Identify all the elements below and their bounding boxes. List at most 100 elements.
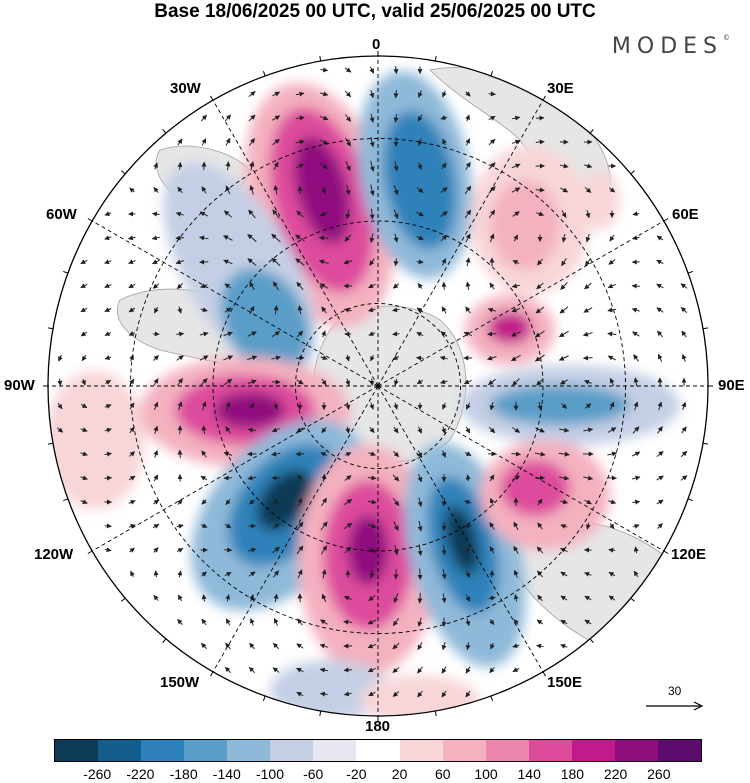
wind-vector bbox=[343, 691, 352, 697]
colorbar-swatch bbox=[442, 740, 486, 761]
colorbar-swatch bbox=[270, 740, 314, 761]
wind-vector bbox=[489, 619, 495, 626]
wind-vector bbox=[393, 426, 399, 434]
wind-vector bbox=[223, 331, 233, 337]
wind-vector bbox=[249, 281, 255, 291]
wind-vector bbox=[249, 499, 255, 505]
wind-vector bbox=[512, 211, 520, 217]
wind-vector bbox=[295, 234, 305, 242]
wind-vector bbox=[488, 91, 496, 97]
wind-vector bbox=[513, 619, 519, 625]
wind-vector bbox=[465, 618, 471, 627]
wind-vector bbox=[368, 594, 376, 602]
edge-tick bbox=[63, 270, 69, 274]
wind-vector bbox=[368, 331, 376, 336]
wind-vector bbox=[392, 618, 400, 627]
wind-vector bbox=[537, 258, 543, 266]
wind-vector bbox=[104, 451, 112, 457]
wind-vector bbox=[225, 185, 231, 195]
wind-vector bbox=[416, 235, 424, 241]
wind-vector bbox=[296, 545, 304, 555]
wind-vector bbox=[584, 282, 592, 290]
wind-vector bbox=[608, 259, 616, 265]
wind-vector bbox=[201, 618, 207, 626]
wind-vector bbox=[201, 401, 207, 411]
wind-vector bbox=[465, 426, 471, 434]
wind-vector bbox=[128, 283, 136, 289]
wind-vector bbox=[558, 355, 569, 361]
edge-tick bbox=[490, 71, 494, 77]
wind-vector bbox=[512, 378, 520, 386]
wind-vector bbox=[369, 233, 375, 244]
wind-vector bbox=[295, 91, 305, 97]
wind-vector bbox=[223, 451, 233, 457]
colorbar-tick-label: -60 bbox=[303, 766, 324, 782]
wind-vector bbox=[417, 90, 423, 98]
wind-vector bbox=[681, 426, 687, 434]
wind-vector bbox=[487, 355, 497, 361]
wind-vector bbox=[463, 379, 472, 385]
wind-vector bbox=[153, 425, 159, 434]
wind-vector bbox=[561, 257, 567, 267]
colorbar-tick-label: 100 bbox=[474, 766, 498, 782]
wind-vector bbox=[104, 523, 112, 529]
meridian-line bbox=[91, 385, 379, 552]
wind-vector bbox=[176, 523, 184, 529]
wind-vector bbox=[152, 523, 160, 529]
wind-vector bbox=[271, 427, 280, 433]
wind-vector bbox=[392, 283, 400, 289]
wind-vector bbox=[657, 330, 663, 338]
wind-vector bbox=[343, 595, 352, 601]
wind-vector bbox=[465, 114, 470, 122]
edge-tick bbox=[630, 597, 635, 602]
wind-vector bbox=[464, 523, 472, 529]
wind-vector bbox=[417, 544, 423, 556]
wind-vector bbox=[367, 619, 377, 625]
wind-vector bbox=[607, 307, 617, 313]
wind-vector bbox=[489, 570, 495, 578]
wind-vector bbox=[559, 306, 569, 314]
wind-vector bbox=[152, 283, 160, 289]
wind-vector bbox=[153, 378, 159, 386]
wind-vector bbox=[656, 307, 664, 313]
wind-vector bbox=[441, 306, 447, 314]
wind-vector bbox=[465, 257, 471, 267]
colorbar-tick-label: -100 bbox=[255, 766, 285, 782]
wind-vector bbox=[297, 497, 303, 507]
wind-vector bbox=[56, 427, 64, 433]
wind-vector bbox=[201, 425, 207, 435]
wind-vector bbox=[558, 330, 569, 338]
wind-vector bbox=[465, 402, 471, 410]
wind-vector bbox=[511, 187, 521, 193]
wind-vector bbox=[584, 571, 592, 577]
wind-vector bbox=[320, 91, 329, 97]
wind-vector bbox=[201, 138, 207, 146]
wind-vector bbox=[608, 595, 616, 601]
edge-tick bbox=[262, 695, 266, 701]
wind-vector bbox=[343, 259, 353, 265]
colorbar-swatch bbox=[399, 740, 443, 761]
wind-vector bbox=[417, 690, 423, 698]
meridian-line bbox=[377, 220, 665, 387]
wind-vector bbox=[104, 307, 112, 312]
wind-vector bbox=[177, 161, 183, 170]
wind-vector bbox=[488, 595, 496, 601]
wind-vector bbox=[201, 450, 207, 458]
modes-logo: MODES© bbox=[612, 34, 730, 59]
edge-tick bbox=[542, 95, 546, 101]
wind-vector bbox=[104, 235, 112, 241]
wind-vector bbox=[177, 138, 183, 146]
wind-vector bbox=[370, 354, 375, 362]
wind-vector bbox=[272, 138, 280, 146]
graticule bbox=[48, 56, 708, 716]
wind-vector bbox=[393, 113, 399, 123]
wind-vector bbox=[225, 594, 231, 602]
wind-vector bbox=[489, 497, 495, 506]
wind-vector bbox=[511, 331, 521, 337]
wind-vector bbox=[583, 379, 592, 385]
wind-vector bbox=[199, 235, 209, 241]
meridian-line bbox=[212, 99, 379, 387]
lon-label-60w: 60W bbox=[46, 206, 77, 223]
wind-vector bbox=[177, 401, 183, 411]
